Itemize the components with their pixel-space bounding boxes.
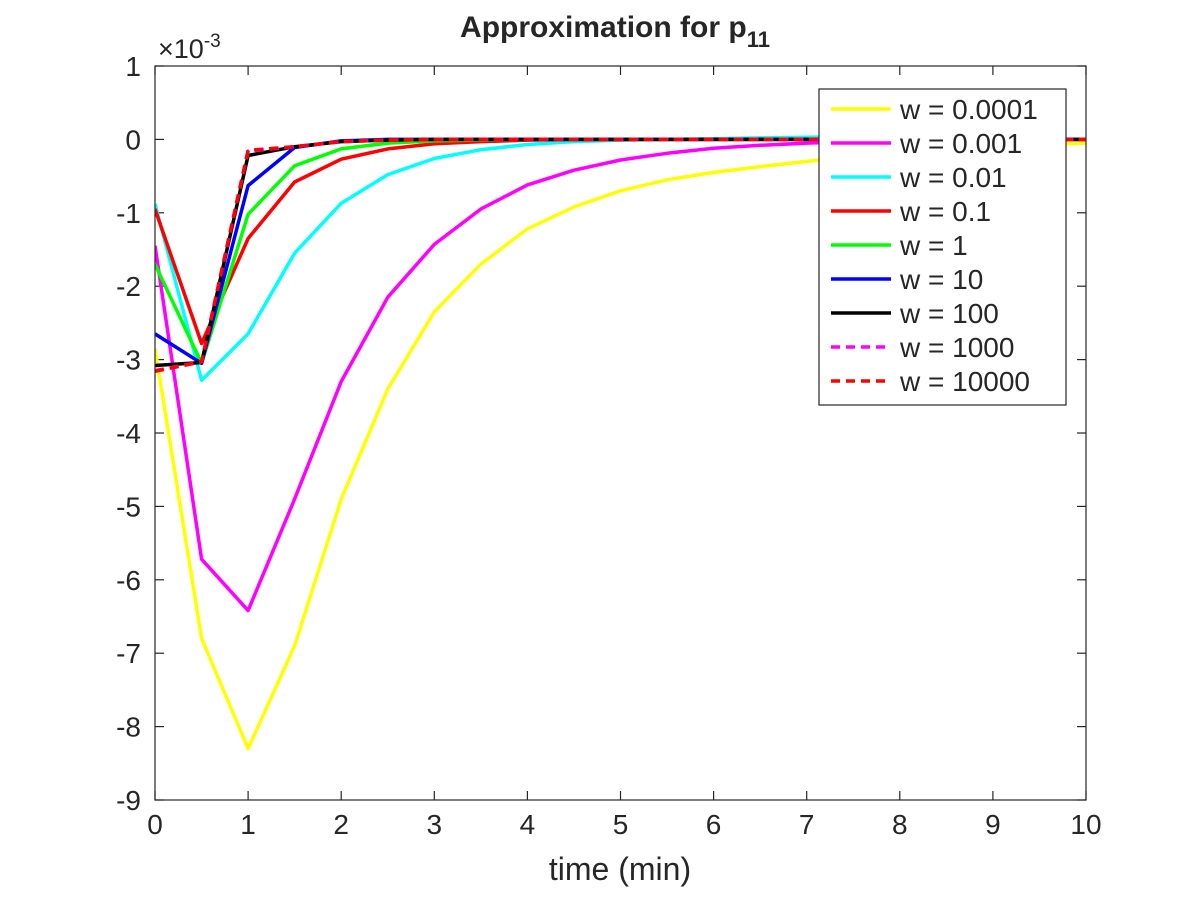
legend-label: w = 1 [899,230,968,261]
y-exponent-power: -3 [204,31,221,52]
legend-label: w = 0.01 [899,162,1007,193]
legend-label: w = 0.0001 [899,94,1038,125]
x-tick-label: 10 [1070,809,1101,840]
legend-label: w = 10 [899,264,983,295]
y-tick-label: -3 [116,345,141,376]
x-tick-label: 1 [240,809,256,840]
chart-title-main: Approximation for p [460,11,747,44]
y-tick-label: 0 [125,124,141,155]
x-tick-label: 9 [985,809,1001,840]
x-tick-label: 6 [706,809,722,840]
y-exponent-label: ×10-3 [158,31,221,64]
legend-label: w = 1000 [899,332,1014,363]
x-tick-label: 5 [613,809,629,840]
legend-label: w = 0.001 [899,128,1022,159]
y-tick-labels: 1 0 -1 -2 -3 -4 -5 -6 -7 -8 -9 [116,51,141,816]
x-tick-label: 4 [520,809,536,840]
x-tick-label: 2 [333,809,349,840]
y-tick-label: -6 [116,565,141,596]
x-tick-label: 3 [427,809,443,840]
y-tick-label: -5 [116,491,141,522]
y-tick-label: -8 [116,712,141,743]
x-tick-label: 8 [892,809,908,840]
plot-frame [154,65,1087,801]
x-axis-label: time (min) [549,851,691,887]
y-tick-label: -9 [116,785,141,816]
x-tick-label: 0 [147,809,163,840]
legend-label: w = 100 [899,298,999,329]
x-tick-label: 7 [799,809,815,840]
chart-title: Approximation for p11 [460,11,770,52]
y-tick-label: -7 [116,638,141,669]
y-tick-label: -1 [116,198,141,229]
y-tick-label: -4 [116,418,141,449]
y-tick-label: 1 [125,51,141,82]
y-tick-label: -2 [116,271,141,302]
x-tick-labels: 0 1 2 3 4 5 6 7 8 9 10 [147,809,1101,840]
chart-title-subscript: 11 [747,27,770,52]
y-exponent-base: ×10 [158,34,204,64]
legend-label: w = 10000 [899,366,1030,397]
legend-label: w = 0.1 [899,196,991,227]
